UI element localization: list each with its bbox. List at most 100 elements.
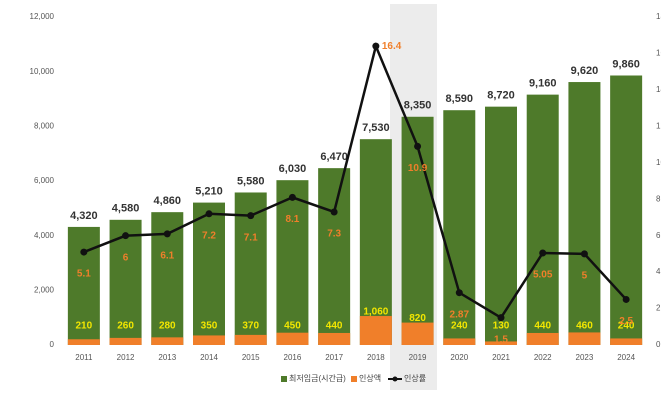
bar <box>610 338 643 345</box>
rate-label: 5.1 <box>77 269 91 280</box>
line <box>83 42 628 320</box>
rate-label: 2.5 <box>619 316 633 327</box>
value-label: 7,530 <box>362 122 390 134</box>
y-tick-label: 8,000 <box>34 121 55 130</box>
rate-label: 7.2 <box>202 230 216 241</box>
x-tick-label: 2017 <box>325 353 343 362</box>
line-point <box>163 230 171 238</box>
bar <box>193 335 225 345</box>
bar <box>443 110 476 345</box>
bar <box>610 75 643 345</box>
bar <box>401 322 434 345</box>
x-tick-label: 2018 <box>367 353 385 362</box>
value-label: 240 <box>451 321 468 332</box>
line-point <box>122 232 130 240</box>
x-tick-label: 2019 <box>409 353 427 362</box>
rate-label: 7.3 <box>327 229 341 240</box>
bar <box>443 338 476 345</box>
bar <box>193 202 225 345</box>
y2-tick-label: 16 <box>656 49 661 58</box>
value-label: 260 <box>117 321 134 332</box>
rate-label: 5 <box>582 271 588 282</box>
x-tick-label: 2020 <box>450 353 468 362</box>
value-label: 6,030 <box>279 163 307 175</box>
bar <box>568 82 601 345</box>
value-label: 460 <box>576 321 593 332</box>
value-label: 440 <box>534 321 551 332</box>
x-tick-label: 2013 <box>158 353 176 362</box>
value-label: 130 <box>493 321 510 332</box>
value-label: 4,860 <box>154 195 182 207</box>
y-tick-label: 6,000 <box>34 176 55 185</box>
value-label: 8,720 <box>487 90 515 102</box>
line-point <box>372 42 380 50</box>
bar <box>67 339 100 345</box>
rate-label: 10.9 <box>408 163 428 174</box>
rate-label: 5.05 <box>533 270 553 281</box>
y2-tick-label: 12 <box>656 121 661 130</box>
value-label: 8,350 <box>404 100 432 112</box>
bar <box>485 341 517 345</box>
legend-swatch <box>392 376 398 382</box>
rate-label: 1.5 <box>494 334 508 345</box>
y2-tick-label: 2 <box>656 304 661 313</box>
line-point <box>288 193 296 201</box>
y2-tick-label: 10 <box>656 158 661 167</box>
bar <box>276 180 309 345</box>
value-label: 450 <box>284 321 301 332</box>
x-tick-label: 2021 <box>492 353 510 362</box>
y-tick-label: 4,000 <box>34 231 55 240</box>
value-label: 370 <box>242 321 259 332</box>
line-point <box>330 208 338 216</box>
bar <box>318 332 351 345</box>
value-label: 210 <box>76 321 93 332</box>
line-point <box>455 289 463 297</box>
x-tick-label: 2016 <box>284 353 302 362</box>
value-label: 820 <box>409 313 426 324</box>
value-label: 350 <box>201 321 218 332</box>
bar <box>318 168 351 345</box>
legend-swatch <box>351 376 357 382</box>
value-label: 9,620 <box>571 65 599 77</box>
y2-tick-label: 14 <box>656 85 661 94</box>
value-label: 440 <box>326 321 343 332</box>
x-tick-label: 2012 <box>117 353 135 362</box>
line-point <box>205 210 213 218</box>
rate-label: 8.1 <box>285 214 299 225</box>
line-point <box>580 250 588 258</box>
line-point <box>80 248 88 256</box>
value-label: 8,590 <box>446 93 474 105</box>
line-point <box>414 142 422 150</box>
line-point <box>497 314 505 322</box>
legend-label: 인상액 <box>359 373 381 383</box>
y2-tick-label: 0 <box>656 340 661 349</box>
x-tick-label: 2011 <box>75 353 93 362</box>
bar <box>401 116 434 346</box>
value-label: 9,860 <box>612 58 640 70</box>
value-label: 5,210 <box>195 185 223 197</box>
bar <box>109 337 142 345</box>
value-label: 1,060 <box>363 307 388 318</box>
bar <box>526 94 559 345</box>
bar <box>359 316 392 345</box>
x-tick-label: 2024 <box>617 353 635 362</box>
y-tick-label: 12,000 <box>30 12 55 21</box>
rate-label: 6.1 <box>160 250 174 261</box>
legend-label: 인상률 <box>404 373 426 383</box>
value-label: 280 <box>159 321 176 332</box>
line-point <box>622 295 630 303</box>
y-tick-label: 2,000 <box>34 285 55 294</box>
y2-tick-label: 4 <box>656 267 661 276</box>
x-tick-label: 2015 <box>242 353 260 362</box>
line-point <box>247 212 255 220</box>
value-label: 4,580 <box>112 203 140 215</box>
y-tick-label: 0 <box>50 340 55 349</box>
legend-label: 최저임금(시간급) <box>289 373 346 383</box>
bar <box>485 106 517 345</box>
y2-tick-label: 18 <box>656 12 661 21</box>
bar <box>276 332 309 345</box>
legend-swatch <box>281 376 287 382</box>
bar <box>568 332 601 345</box>
bar <box>359 139 392 345</box>
